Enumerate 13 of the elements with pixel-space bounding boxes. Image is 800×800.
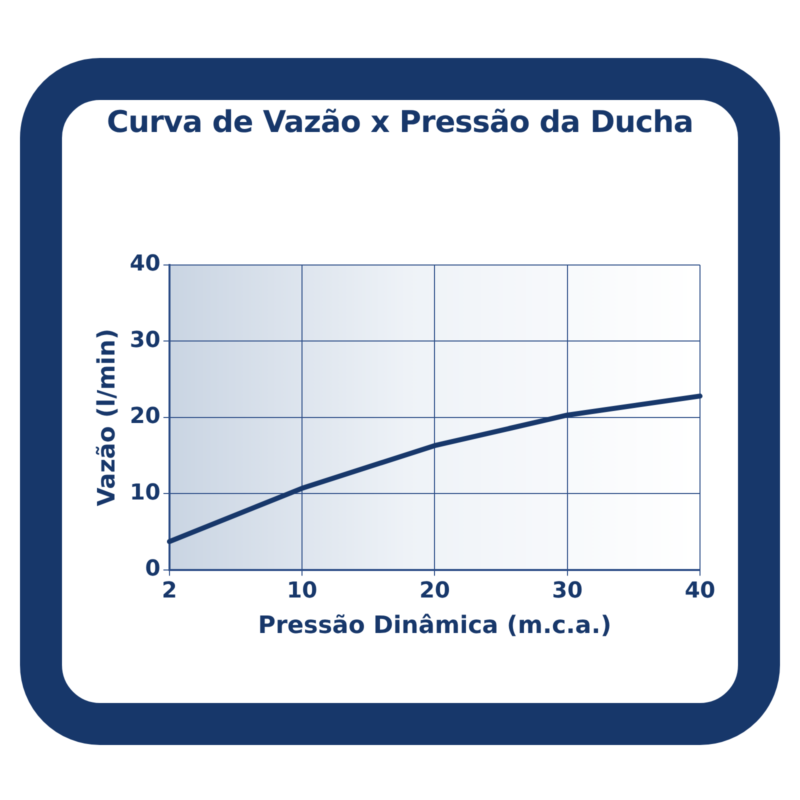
y-tick-label: 30 <box>130 328 160 353</box>
x-tick-label: 10 <box>286 578 318 604</box>
x-tick-label: 2 <box>162 578 178 604</box>
x-tick-label: 30 <box>552 578 583 604</box>
x-axis-title: Pressão Dinâmica (m.c.a.) <box>258 610 612 639</box>
y-tick-label: 10 <box>130 480 160 506</box>
x-tick-label: 40 <box>684 578 716 604</box>
y-tick-label: 0 <box>145 556 160 582</box>
chart-title: Curva de Vazão x Pressão da Ducha <box>106 105 694 140</box>
y-tick-label: 40 <box>130 252 160 277</box>
y-tick-label: 20 <box>130 404 160 430</box>
y-axis-title: Vazão (l/min) <box>92 328 121 506</box>
x-tick-label: 20 <box>419 578 450 604</box>
